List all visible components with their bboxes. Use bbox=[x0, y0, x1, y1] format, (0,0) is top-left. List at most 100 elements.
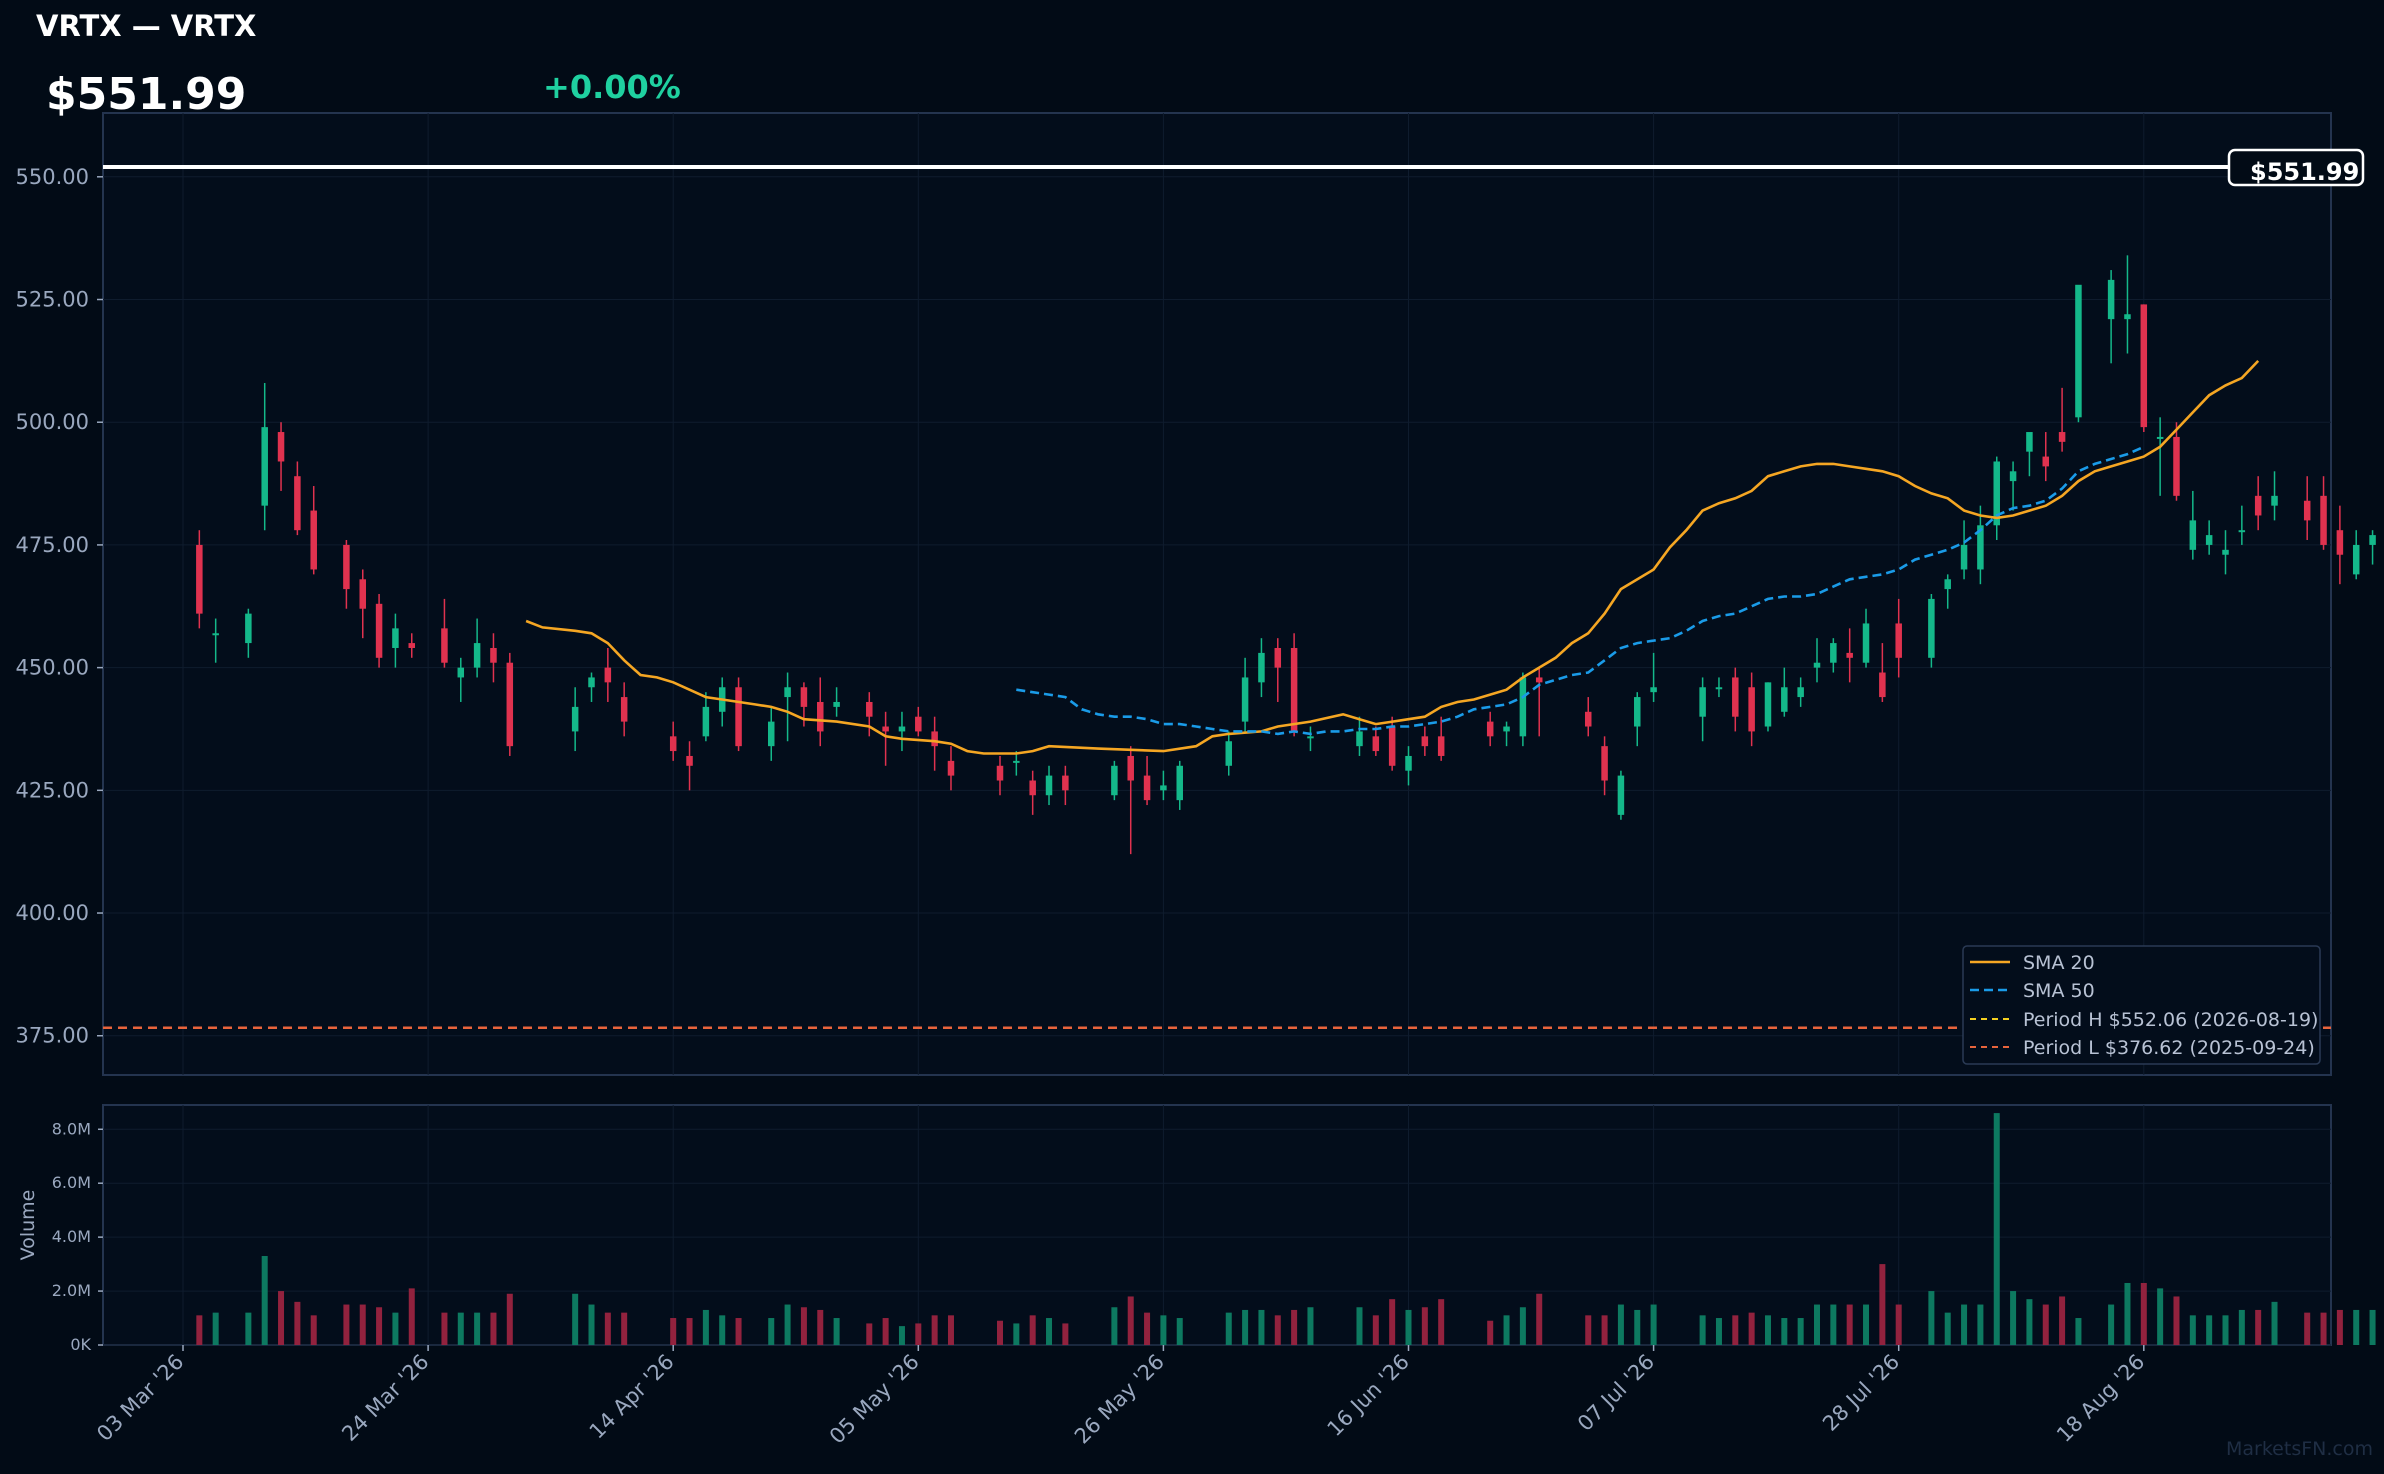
candle-up bbox=[1699, 677, 1706, 742]
candle-body bbox=[947, 760, 955, 776]
candle-up bbox=[1797, 677, 1804, 707]
candle-up bbox=[245, 608, 252, 658]
sma50-line bbox=[1016, 445, 2145, 736]
volume-bar bbox=[1356, 1307, 1363, 1345]
candle-down bbox=[686, 741, 693, 791]
candle-down bbox=[866, 692, 873, 737]
candle-down bbox=[1143, 755, 1151, 806]
candle-body bbox=[604, 667, 612, 683]
price-change: +0.00% bbox=[543, 68, 681, 106]
volume-bar bbox=[1944, 1312, 1951, 1345]
candle-body bbox=[1029, 780, 1036, 796]
candle-body bbox=[1928, 598, 1935, 658]
candle-body bbox=[784, 687, 791, 698]
volume-bar bbox=[1062, 1323, 1069, 1345]
candle-down bbox=[735, 677, 742, 752]
volume-bar bbox=[1830, 1304, 1837, 1345]
candle-down bbox=[1879, 643, 1886, 702]
volume-bar bbox=[1993, 1113, 2000, 1345]
candle-body bbox=[408, 643, 416, 648]
candle-up bbox=[1862, 608, 1870, 668]
candle-body bbox=[1356, 731, 1363, 747]
candle-up bbox=[2238, 505, 2246, 545]
volume-bar bbox=[245, 1312, 252, 1345]
candle-down bbox=[620, 682, 628, 737]
candle-up bbox=[571, 687, 579, 752]
volume-bar bbox=[1797, 1318, 1804, 1345]
candle-down bbox=[2058, 387, 2066, 452]
candle-body bbox=[2369, 535, 2376, 545]
volume-bar bbox=[1503, 1315, 1510, 1345]
candle-body bbox=[1699, 687, 1706, 717]
volume-bar bbox=[2206, 1315, 2213, 1345]
candle-down bbox=[196, 530, 203, 629]
candle-body bbox=[1650, 687, 1657, 693]
candle-up bbox=[457, 657, 465, 702]
volume-tick-label: 6.0M bbox=[52, 1173, 91, 1192]
volume-bar bbox=[2304, 1312, 2311, 1345]
volume-bar bbox=[997, 1320, 1003, 1345]
candle-up bbox=[1225, 731, 1233, 776]
volume-bar bbox=[506, 1293, 513, 1345]
candle-body bbox=[1634, 697, 1641, 727]
candle-body bbox=[2156, 436, 2164, 439]
candle-body bbox=[2254, 495, 2262, 516]
volume-bar bbox=[1846, 1304, 1853, 1345]
candle-body bbox=[441, 628, 448, 663]
volume-bar bbox=[376, 1307, 383, 1345]
volume-bar bbox=[1977, 1304, 1984, 1345]
volume-bar bbox=[2108, 1304, 2115, 1345]
candle-body bbox=[1977, 525, 1984, 570]
candle-up bbox=[784, 672, 791, 742]
candle-down bbox=[441, 598, 448, 668]
candle-up bbox=[2189, 490, 2197, 560]
candle-body bbox=[882, 726, 889, 732]
price-tick-label: 450.00 bbox=[16, 656, 89, 680]
volume-bar bbox=[2042, 1304, 2049, 1345]
candle-down bbox=[2173, 422, 2180, 501]
candle-up bbox=[2271, 471, 2278, 521]
volume-bar bbox=[359, 1304, 366, 1345]
volume-bar bbox=[2222, 1315, 2229, 1345]
price-panel-frame bbox=[102, 112, 2332, 1076]
volume-bar bbox=[2059, 1296, 2066, 1345]
volume-bar bbox=[866, 1323, 873, 1345]
volume-bar bbox=[2189, 1315, 2196, 1345]
candle-body bbox=[1535, 677, 1543, 683]
candle-up bbox=[1830, 638, 1837, 673]
sma20-line bbox=[525, 360, 2260, 755]
candle-up bbox=[2009, 461, 2017, 511]
candle-up bbox=[1715, 677, 1723, 698]
candle-up bbox=[1650, 652, 1657, 702]
volume-bar bbox=[719, 1315, 726, 1345]
volume-bar bbox=[212, 1312, 219, 1345]
volume-bar bbox=[2271, 1301, 2278, 1345]
candle-body bbox=[1830, 643, 1837, 663]
watermark: MarketsFN.com bbox=[2226, 1438, 2373, 1460]
volume-bar bbox=[2140, 1282, 2147, 1345]
chart-title: VRTX — VRTX bbox=[36, 9, 256, 43]
candle-body bbox=[1372, 736, 1380, 752]
volume-bar bbox=[702, 1309, 709, 1345]
candle-body bbox=[1813, 662, 1821, 668]
candle-body bbox=[261, 427, 268, 506]
candle-down bbox=[1437, 716, 1445, 761]
candle-down bbox=[1486, 711, 1494, 747]
candle-body bbox=[2238, 530, 2246, 533]
candle-body bbox=[2140, 304, 2148, 428]
volume-bar bbox=[392, 1312, 399, 1345]
price-tick-label: 550.00 bbox=[16, 165, 89, 189]
price-tag-box bbox=[2227, 148, 2365, 187]
candle-up bbox=[1944, 574, 1951, 609]
candle-down bbox=[2303, 476, 2311, 541]
volume-bar bbox=[1111, 1307, 1118, 1345]
volume-bar bbox=[1617, 1304, 1624, 1345]
price-tag-label: $551.99 bbox=[2250, 158, 2359, 186]
candle-body bbox=[1421, 736, 1429, 747]
volume-bar bbox=[1895, 1304, 1902, 1345]
volume-bar bbox=[686, 1318, 693, 1345]
candle-down bbox=[669, 721, 677, 761]
candle-body bbox=[1388, 726, 1396, 766]
volume-bar bbox=[1928, 1291, 1935, 1345]
candle-down bbox=[1895, 598, 1902, 678]
